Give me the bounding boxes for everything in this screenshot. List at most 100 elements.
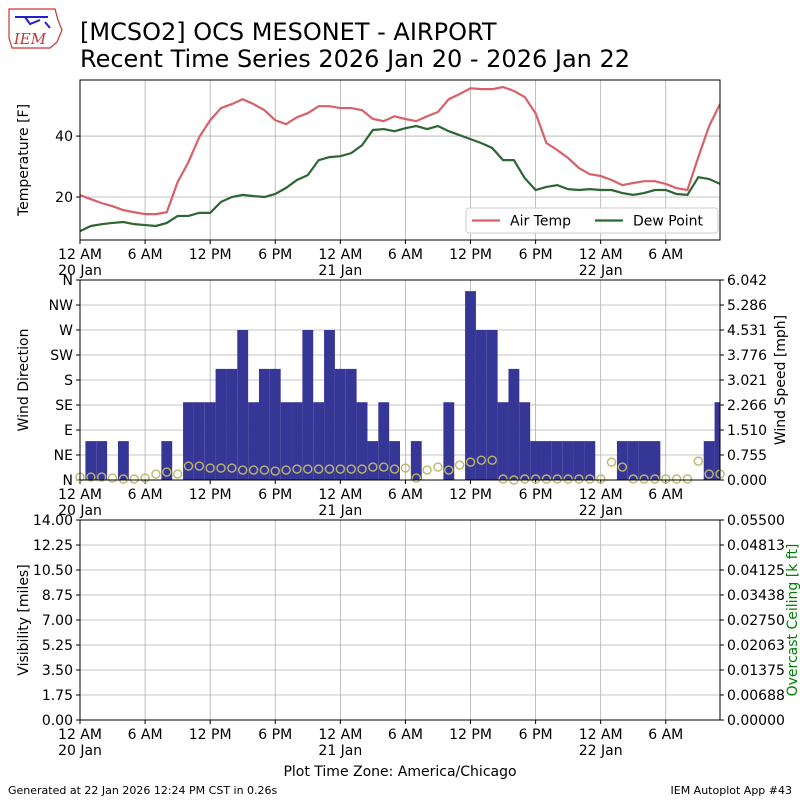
y2-axis-label: Wind Speed [mph] bbox=[773, 315, 789, 445]
point bbox=[476, 455, 487, 465]
plot-area bbox=[85, 291, 720, 480]
point bbox=[530, 474, 541, 484]
point bbox=[151, 469, 161, 479]
x-tick-sublabel: 22 Jan bbox=[579, 743, 623, 759]
legend: Air Temp Dew Point bbox=[465, 207, 719, 234]
bar bbox=[313, 402, 325, 480]
point bbox=[107, 473, 118, 483]
x-tick-label: 6 AM bbox=[388, 487, 423, 503]
point bbox=[487, 455, 497, 465]
point bbox=[498, 474, 508, 484]
bar bbox=[443, 402, 455, 480]
y2-tick-label: 3.776 bbox=[727, 348, 767, 364]
title: [MCSO2] OCS MESONET - AIRPORT bbox=[80, 18, 497, 46]
bar bbox=[117, 441, 129, 480]
point bbox=[194, 461, 205, 471]
x-tick-label: 6 AM bbox=[388, 727, 423, 743]
y-tick-label: 40 bbox=[55, 129, 73, 145]
point bbox=[671, 474, 682, 484]
bar bbox=[508, 368, 520, 480]
y-tick-label: N bbox=[63, 473, 73, 489]
x-tick-label: 12 AM bbox=[58, 487, 102, 503]
y-axis-label: Temperature [F] bbox=[16, 104, 32, 217]
point bbox=[313, 464, 324, 474]
logo-text: IEM bbox=[13, 30, 47, 48]
point bbox=[238, 465, 248, 475]
x-tick-label: 12 AM bbox=[318, 727, 362, 743]
x-tick-label: 6 PM bbox=[519, 487, 553, 503]
point bbox=[400, 463, 411, 473]
y2-tick-label: 0.02063 bbox=[727, 638, 785, 654]
point bbox=[465, 457, 476, 467]
y-tick-label: NE bbox=[54, 448, 73, 464]
y-tick-label: NW bbox=[49, 298, 73, 314]
bar bbox=[356, 402, 368, 480]
point bbox=[574, 474, 584, 484]
point bbox=[346, 464, 356, 474]
bar bbox=[584, 441, 596, 480]
y-tick-label: W bbox=[59, 323, 73, 339]
point bbox=[172, 469, 183, 479]
y-axis-label: Visibility [miles] bbox=[16, 564, 32, 675]
subtitle: Recent Time Series 2026 Jan 20 - 2026 Ja… bbox=[80, 45, 630, 73]
y-axis-label: Wind Direction bbox=[16, 329, 32, 432]
point bbox=[379, 462, 389, 472]
y2-tick-label: 0.03438 bbox=[727, 588, 785, 604]
point bbox=[324, 464, 335, 474]
point bbox=[270, 466, 280, 476]
x-tick-sublabel: 21 Jan bbox=[318, 263, 362, 279]
x-tick-label: 6 PM bbox=[258, 247, 292, 263]
y2-tick-label: 0.04813 bbox=[727, 538, 785, 554]
x-tick-sublabel: 20 Jan bbox=[58, 503, 102, 519]
bar bbox=[96, 441, 108, 480]
y2-tick-label: 4.531 bbox=[727, 323, 767, 339]
bar bbox=[269, 368, 281, 480]
bar bbox=[649, 441, 661, 480]
bar bbox=[215, 368, 227, 480]
x-tick-label: 12 AM bbox=[579, 487, 623, 503]
x-tick-label: 6 AM bbox=[648, 247, 683, 263]
point bbox=[661, 474, 671, 484]
y2-tick-label: 6.042 bbox=[727, 273, 767, 289]
y-tick-label: 0.00 bbox=[42, 713, 73, 729]
x-tick-label: 6 AM bbox=[648, 487, 683, 503]
line bbox=[80, 124, 720, 233]
point bbox=[541, 474, 552, 484]
y-tick-label: 5.25 bbox=[42, 638, 73, 654]
bar bbox=[345, 368, 357, 480]
point bbox=[552, 474, 562, 484]
x-tick-label: 12 AM bbox=[318, 247, 362, 263]
y2-tick-label: 0.05500 bbox=[727, 513, 785, 529]
point bbox=[96, 472, 107, 482]
point bbox=[454, 460, 465, 470]
y2-tick-label: 0.00000 bbox=[727, 713, 785, 729]
y2-tick-label: 3.021 bbox=[727, 373, 767, 389]
bar bbox=[497, 402, 509, 480]
bar bbox=[627, 441, 639, 480]
bar bbox=[193, 402, 205, 480]
bar bbox=[302, 330, 314, 480]
point bbox=[639, 474, 649, 484]
x-tick-label: 6 AM bbox=[128, 727, 163, 743]
point bbox=[682, 474, 693, 484]
x-tick-label: 12 PM bbox=[189, 727, 232, 743]
y2-axis-label: Overcast Ceiling [k ft] bbox=[785, 544, 800, 697]
bar bbox=[226, 368, 238, 480]
point bbox=[303, 464, 313, 474]
bar bbox=[258, 368, 270, 480]
x-tick-label: 6 PM bbox=[519, 247, 553, 263]
x-tick-label: 6 PM bbox=[258, 727, 292, 743]
point bbox=[357, 464, 367, 474]
y-tick-label: 14.00 bbox=[33, 513, 73, 529]
x-tick-label: 12 PM bbox=[449, 727, 492, 743]
x-tick-label: 6 AM bbox=[388, 247, 423, 263]
y2-tick-label: 0.01375 bbox=[727, 663, 785, 679]
y-tick-label: E bbox=[64, 423, 73, 439]
legend-label: Air Temp bbox=[510, 214, 571, 230]
bar bbox=[410, 441, 422, 480]
point bbox=[650, 474, 660, 484]
point bbox=[520, 474, 530, 484]
bar bbox=[204, 402, 216, 480]
point bbox=[704, 469, 714, 479]
bar bbox=[573, 441, 585, 480]
